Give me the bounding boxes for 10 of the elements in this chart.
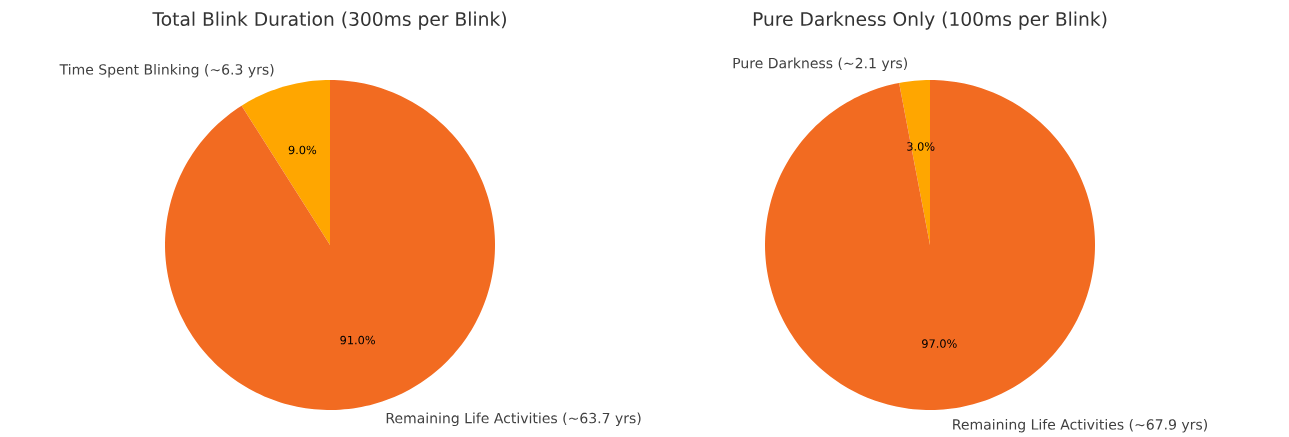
slice-label: Time Spent Blinking (~6.3 yrs)	[59, 63, 274, 78]
data-label: 97.0%	[922, 339, 957, 348]
slice-label: Remaining Life Activities (~63.7 yrs)	[386, 412, 641, 427]
data-label: 9.0%	[288, 145, 317, 155]
chart-title: Total Blink Duration (300ms per Blink)	[152, 11, 506, 30]
slice-label: Pure Darkness (~2.1 yrs)	[733, 57, 908, 72]
slice-label: Remaining Life Activities (~67.9 yrs)	[953, 418, 1207, 433]
data-label: 3.0%	[907, 142, 935, 151]
data-label: 91.0%	[340, 335, 375, 345]
chart-title: Pure Darkness Only (100ms per Blink)	[753, 11, 1107, 30]
